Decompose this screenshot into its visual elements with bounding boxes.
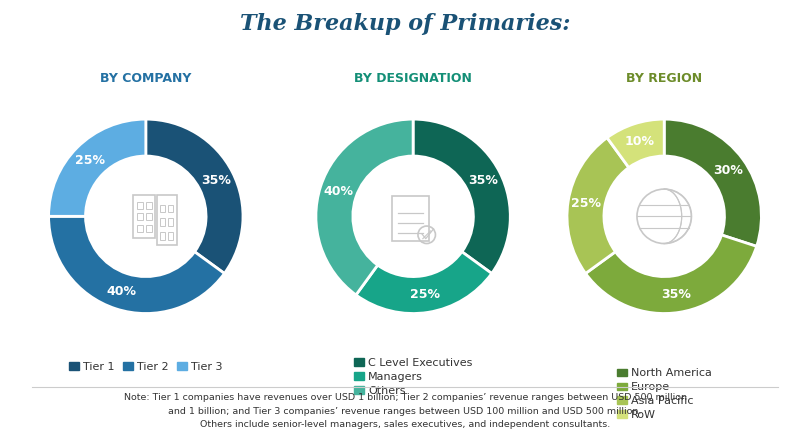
Text: 25%: 25% bbox=[411, 288, 441, 301]
Text: 30%: 30% bbox=[713, 163, 743, 177]
Wedge shape bbox=[664, 119, 761, 246]
Legend: Tier 1, Tier 2, Tier 3: Tier 1, Tier 2, Tier 3 bbox=[65, 357, 227, 376]
Bar bbox=[133, 195, 155, 238]
Bar bbox=[137, 202, 143, 208]
Title: BY REGION: BY REGION bbox=[626, 72, 702, 85]
Wedge shape bbox=[146, 119, 243, 274]
Wedge shape bbox=[607, 119, 664, 167]
Wedge shape bbox=[413, 119, 510, 274]
Title: BY COMPANY: BY COMPANY bbox=[100, 72, 191, 85]
Wedge shape bbox=[356, 252, 492, 313]
Bar bbox=[160, 232, 165, 239]
Bar bbox=[137, 213, 143, 220]
Bar bbox=[146, 213, 151, 220]
Text: 35%: 35% bbox=[662, 288, 692, 301]
Wedge shape bbox=[49, 216, 224, 313]
Text: 25%: 25% bbox=[571, 198, 602, 211]
Bar bbox=[392, 196, 428, 241]
Wedge shape bbox=[567, 138, 629, 274]
Bar bbox=[168, 218, 173, 226]
Text: 35%: 35% bbox=[201, 174, 231, 187]
Bar bbox=[146, 202, 151, 208]
Bar bbox=[157, 195, 177, 246]
Text: 40%: 40% bbox=[106, 284, 136, 298]
Text: 35%: 35% bbox=[468, 174, 498, 187]
Text: 25%: 25% bbox=[75, 154, 105, 167]
Text: 40%: 40% bbox=[323, 185, 353, 198]
Wedge shape bbox=[316, 119, 413, 295]
Bar bbox=[146, 225, 151, 232]
Wedge shape bbox=[586, 235, 757, 313]
Legend: C Level Executives, Managers, Others: C Level Executives, Managers, Others bbox=[349, 354, 477, 400]
Title: BY DESIGNATION: BY DESIGNATION bbox=[354, 72, 472, 85]
Bar bbox=[160, 205, 165, 212]
Text: Note: Tier 1 companies have revenues over USD 1 billion; Tier 2 companies’ reven: Note: Tier 1 companies have revenues ove… bbox=[123, 393, 687, 429]
Bar bbox=[168, 205, 173, 212]
Bar bbox=[160, 218, 165, 226]
Legend: North America, Europe, Asia Pacific, RoW: North America, Europe, Asia Pacific, RoW bbox=[612, 364, 716, 425]
Wedge shape bbox=[49, 119, 146, 216]
Bar bbox=[168, 232, 173, 239]
Text: 10%: 10% bbox=[625, 135, 654, 148]
Text: The Breakup of Primaries:: The Breakup of Primaries: bbox=[240, 13, 570, 35]
Bar bbox=[137, 225, 143, 232]
